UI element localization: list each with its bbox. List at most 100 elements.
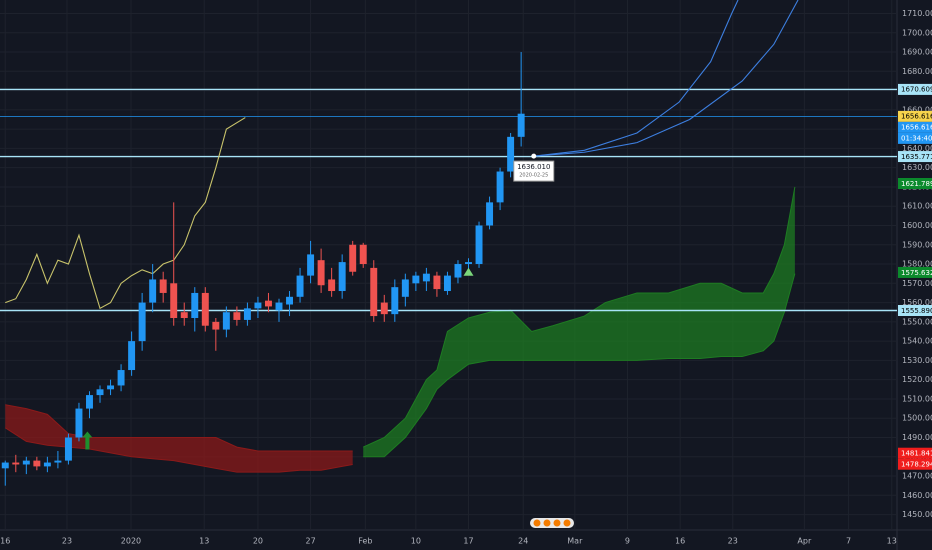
y-tick-label: 1680.000 — [902, 67, 932, 76]
candle-body — [75, 408, 83, 438]
y-tick-label: 1530.000 — [902, 356, 932, 365]
candle-body — [212, 321, 220, 330]
y-tick-label: 1570.000 — [902, 279, 932, 288]
price-label: 1555.890 — [901, 307, 932, 315]
candle-body — [401, 279, 409, 297]
candle-body — [22, 460, 30, 465]
price-label: 1478.294 — [901, 461, 932, 469]
candle-body — [117, 370, 125, 386]
cloud-edge — [5, 404, 353, 452]
badge-group[interactable] — [530, 518, 574, 528]
x-tick-label: 13 — [887, 537, 897, 546]
candle-body — [338, 262, 346, 292]
y-tick-label: 1660.000 — [902, 105, 932, 114]
candle-body — [359, 244, 367, 265]
y-tick-label: 1520.000 — [902, 375, 932, 384]
candle-body — [454, 264, 462, 278]
indicator-line — [5, 117, 246, 310]
price-label-box — [898, 458, 932, 470]
x-tick-label: 16 — [675, 537, 685, 546]
y-tick-label: 1500.000 — [902, 414, 932, 423]
y-tick-label: 1600.000 — [902, 221, 932, 230]
price-label-box — [898, 177, 932, 189]
badge[interactable] — [553, 519, 561, 527]
candle-body — [433, 275, 441, 290]
toolbar-badges[interactable] — [530, 518, 574, 528]
candle-body — [443, 275, 451, 292]
candle-body — [391, 287, 399, 315]
y-tick-label: 1550.000 — [902, 317, 932, 326]
x-tick-label: 2020 — [121, 537, 141, 546]
x-tick-label: 9 — [625, 537, 630, 546]
y-tick-label: 1460.000 — [902, 491, 932, 500]
x-tick-label: 7 — [846, 537, 851, 546]
price-label: 1635.771 — [901, 153, 932, 161]
candle-body — [149, 279, 157, 303]
x-tick-label: 24 — [518, 537, 528, 546]
candle-body — [128, 341, 136, 371]
cloud-fill — [5, 404, 353, 473]
y-tick-label: 1610.000 — [902, 202, 932, 211]
y-tick-label: 1590.000 — [902, 240, 932, 249]
badge[interactable] — [563, 519, 571, 527]
candle-body — [328, 279, 336, 292]
indicator-line — [533, 0, 799, 157]
price-label-box — [898, 121, 932, 133]
candle-body — [422, 273, 430, 282]
price-label: 1670.609 — [901, 86, 932, 94]
candle-body — [475, 225, 483, 265]
y-tick-label: 1470.000 — [902, 472, 932, 481]
cloud-edge — [363, 186, 796, 448]
price-label-box — [898, 151, 932, 163]
price-label-box — [898, 447, 932, 459]
candle-body — [275, 302, 283, 311]
countdown-box — [898, 132, 932, 144]
tooltip-box — [513, 160, 555, 182]
y-tick-label: 1540.000 — [902, 337, 932, 346]
candle-body — [296, 275, 304, 297]
candle-body — [159, 279, 167, 293]
x-tick-label: 10 — [411, 537, 421, 546]
candle-body — [86, 395, 93, 409]
candle-body — [96, 389, 104, 396]
y-tick-label: 1640.000 — [902, 144, 932, 153]
tooltip-price: 1636.010 — [517, 163, 550, 171]
candle-body — [517, 113, 525, 137]
x-tick-label: 23 — [62, 537, 72, 546]
price-label: 1656.616 — [901, 124, 932, 132]
candle-body — [243, 308, 251, 320]
tooltip-date: 2020-02-25 — [519, 173, 548, 179]
countdown: 01:34:40 — [901, 135, 932, 143]
candle-body — [349, 244, 357, 272]
candle-body — [317, 260, 325, 286]
candle-body — [180, 312, 188, 318]
candle-body — [264, 300, 272, 307]
y-tick-label: 1700.000 — [902, 28, 932, 37]
x-tick-label: Apr — [797, 537, 812, 546]
candle-body — [380, 302, 388, 315]
candle-body — [107, 385, 115, 390]
x-tick-label: 13 — [199, 537, 209, 546]
candle-body — [465, 262, 472, 265]
x-tick-label: 27 — [305, 537, 315, 546]
badge[interactable] — [533, 519, 541, 527]
y-tick-label: 1560.000 — [902, 298, 932, 307]
candle-body — [370, 267, 378, 317]
signal-arrow — [82, 431, 93, 450]
price-label: 1481.841 — [901, 450, 932, 458]
price-label: 1656.616 — [901, 113, 932, 121]
cloud-fill — [363, 186, 795, 457]
badge[interactable] — [543, 519, 551, 527]
y-tick-label: 1710.000 — [902, 9, 932, 18]
x-tick-label: Mar — [567, 537, 583, 546]
candle-body — [43, 462, 51, 467]
y-tick-label: 1690.000 — [902, 48, 932, 57]
x-tick-label: Feb — [358, 537, 372, 546]
x-tick-label: 16 — [0, 537, 10, 546]
candle-body — [191, 292, 199, 318]
signal-triangle — [463, 267, 474, 276]
candle-body — [12, 462, 20, 465]
indicator-line — [533, 0, 739, 157]
candle-body — [138, 302, 146, 342]
candle-body — [412, 275, 420, 284]
